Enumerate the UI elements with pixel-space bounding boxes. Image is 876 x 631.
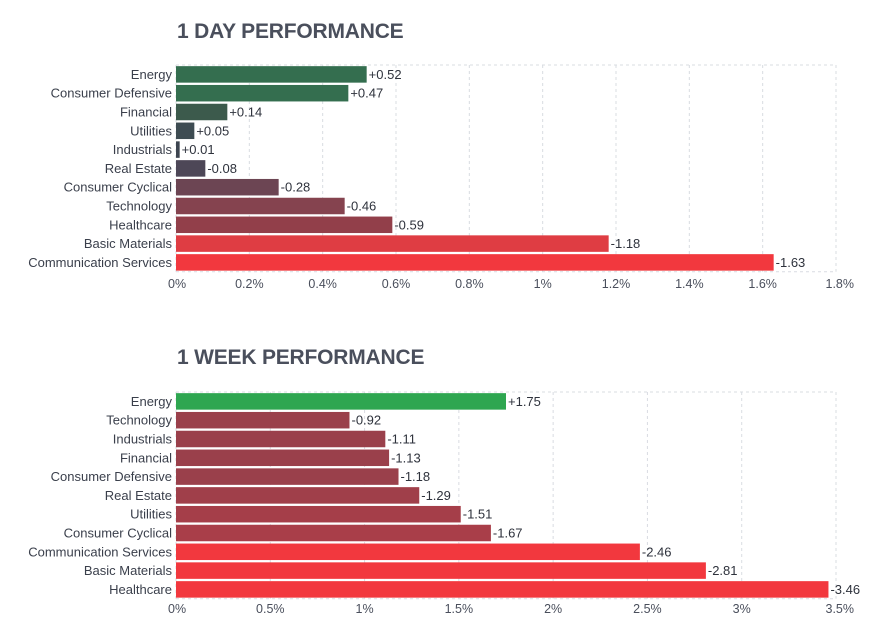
bar <box>176 103 228 121</box>
bar <box>176 235 609 252</box>
bar <box>176 254 774 271</box>
x-tick-label: 0.8% <box>455 277 484 291</box>
bar <box>176 430 386 448</box>
x-tick-label: 1.2% <box>602 277 631 291</box>
value-label: +0.52 <box>369 67 402 82</box>
x-tick-label: 0.5% <box>256 602 285 616</box>
bar <box>176 160 206 177</box>
value-label: -2.81 <box>708 563 738 578</box>
bar <box>176 66 367 83</box>
category-label: Communication Services <box>28 544 172 559</box>
value-label: -1.13 <box>391 450 421 465</box>
category-label: Utilities <box>130 123 172 138</box>
value-label: +0.14 <box>229 105 262 120</box>
bar <box>176 178 279 196</box>
bar <box>176 216 393 234</box>
bar <box>176 141 180 158</box>
x-tick-label: 0.6% <box>382 277 411 291</box>
x-tick-label: 0.4% <box>308 277 337 291</box>
value-label: -0.28 <box>281 180 311 195</box>
x-tick-label: 0% <box>168 602 186 616</box>
category-label: Basic Materials <box>84 236 173 251</box>
bar <box>176 524 491 542</box>
value-label: +0.05 <box>196 123 229 138</box>
bar <box>176 393 506 410</box>
category-label: Technology <box>106 199 172 214</box>
bar <box>176 505 461 523</box>
chart-1-day: 1 DAY PERFORMANCE Energy +0.52 Consumer De… <box>0 0 876 300</box>
bar <box>176 562 706 579</box>
x-tick-label: 1% <box>356 602 374 616</box>
value-label: -3.46 <box>830 582 860 597</box>
category-label: Communication Services <box>28 255 172 270</box>
category-label: Consumer Cyclical <box>64 180 172 195</box>
x-tick-label: 1% <box>534 277 552 291</box>
gridlines <box>175 64 837 273</box>
category-label: Healthcare <box>109 582 172 597</box>
value-label: -1.18 <box>611 236 641 251</box>
x-tick-label: 1.4% <box>675 277 704 291</box>
value-label: -1.67 <box>493 526 523 541</box>
value-label: +0.47 <box>350 86 383 101</box>
value-label: -0.46 <box>347 199 377 214</box>
x-tick-label: 1.8% <box>826 277 855 291</box>
bar <box>176 411 350 429</box>
category-label: Technology <box>106 413 172 428</box>
chart-title-1-week: 1 WEEK PERFORMANCE <box>177 346 425 369</box>
category-label: Real Estate <box>105 488 172 503</box>
x-tick-label: 3.5% <box>826 602 855 616</box>
category-label: Financial <box>120 450 172 465</box>
category-label: Consumer Defensive <box>51 469 172 484</box>
x-tick-label: 3% <box>733 602 751 616</box>
chart-title-1-day: 1 DAY PERFORMANCE <box>177 20 404 43</box>
bar <box>176 487 420 504</box>
category-label: Financial <box>120 105 172 120</box>
bar <box>176 84 349 102</box>
category-label: Healthcare <box>109 217 172 232</box>
category-label: Utilities <box>130 507 172 522</box>
category-label: Consumer Defensive <box>51 86 172 101</box>
value-label: -1.63 <box>776 255 806 270</box>
category-label: Basic Materials <box>84 563 173 578</box>
category-label: Energy <box>131 394 173 409</box>
x-tick-label: 2% <box>544 602 562 616</box>
category-label: Industrials <box>113 432 173 447</box>
value-label: -1.18 <box>401 469 431 484</box>
category-label: Industrials <box>113 142 173 157</box>
value-label: -0.92 <box>351 413 381 428</box>
value-label: -2.46 <box>642 544 672 559</box>
value-label: -1.51 <box>463 507 493 522</box>
x-tick-label: 2.5% <box>633 602 662 616</box>
chart-1-day-svg: Energy +0.52 Consumer Defensive +0.47 Financ… <box>28 64 855 291</box>
x-tick-label: 0.2% <box>235 277 264 291</box>
value-label: -1.29 <box>421 488 451 503</box>
category-label: Energy <box>131 67 173 82</box>
bar <box>176 122 195 140</box>
value-label: +1.75 <box>508 394 541 409</box>
bar <box>176 543 640 561</box>
bar <box>176 449 390 467</box>
value-label: -0.59 <box>394 217 424 232</box>
bar <box>176 197 345 215</box>
category-label: Real Estate <box>105 161 172 176</box>
value-label: -0.08 <box>207 161 237 176</box>
x-tick-label: 1.6% <box>748 277 777 291</box>
x-tick-label: 0% <box>168 277 186 291</box>
bar <box>176 468 399 485</box>
bar <box>176 581 829 598</box>
value-label: +0.01 <box>182 142 215 157</box>
x-tick-label: 1.5% <box>445 602 474 616</box>
value-label: -1.11 <box>387 432 416 447</box>
category-label: Consumer Cyclical <box>64 526 172 541</box>
